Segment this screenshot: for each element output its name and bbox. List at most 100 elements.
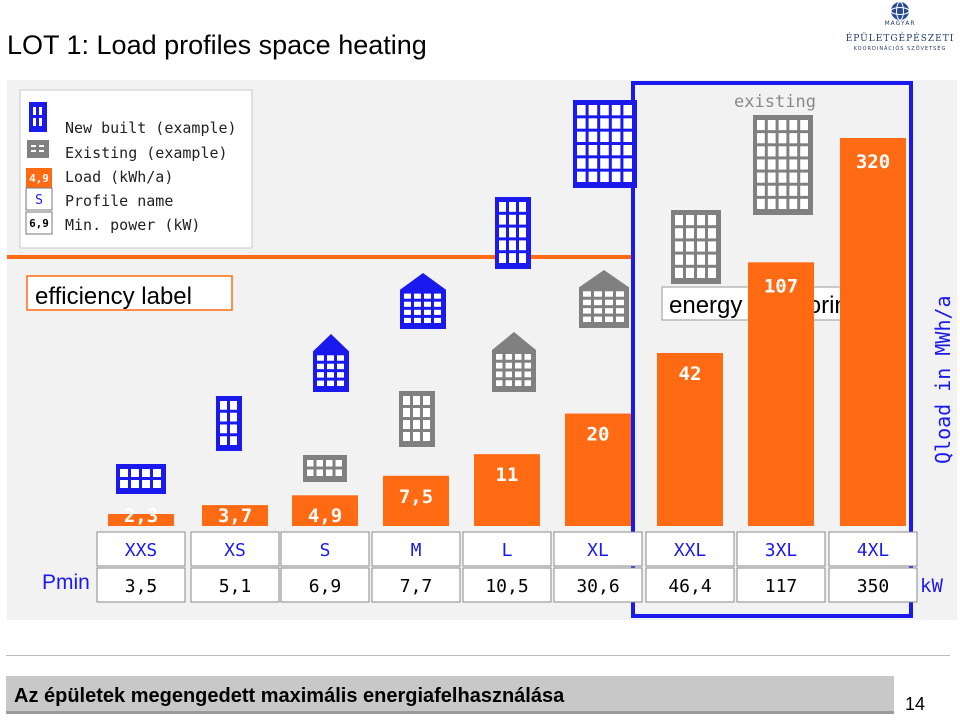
bar-xxs bbox=[108, 514, 174, 526]
page-divider bbox=[6, 655, 950, 656]
bar-l bbox=[474, 454, 540, 526]
bar-chart: 4,9 S 6,9 New built (example) Existing (… bbox=[7, 81, 955, 618]
profile-name: S bbox=[320, 540, 331, 561]
profile-name: M bbox=[411, 540, 422, 561]
chart-panel: 4,9 S 6,9 New built (example) Existing (… bbox=[7, 80, 957, 620]
page-title: LOT 1: Load profiles space heating bbox=[7, 30, 427, 60]
profile-name: XS bbox=[224, 540, 246, 561]
logo-sub-text: KOORDINÁCIÓS SZÖVETSÉG bbox=[853, 46, 947, 52]
building-icon bbox=[492, 332, 536, 392]
bar-value-label: 42 bbox=[679, 363, 702, 385]
pmin-label: Pmin bbox=[42, 571, 90, 594]
building-icon bbox=[303, 455, 347, 482]
profile-cell bbox=[736, 531, 826, 567]
pmin-cell bbox=[645, 567, 735, 603]
efficiency-label: efficiency label bbox=[35, 283, 192, 310]
pmin-value: 5,1 bbox=[219, 576, 252, 597]
pmin-cell bbox=[190, 567, 280, 603]
pmin-value: 30,6 bbox=[576, 576, 619, 597]
existing-label: existing bbox=[734, 92, 816, 112]
pmin-cell bbox=[280, 567, 370, 603]
legend-new-built-label: New built (example) bbox=[65, 119, 237, 137]
legend-new-built-icon bbox=[29, 102, 47, 132]
pmin-value: 3,5 bbox=[125, 576, 158, 597]
bar-value-label: 20 bbox=[587, 424, 610, 446]
bar-value-label: 11 bbox=[496, 464, 519, 486]
pmin-cell bbox=[96, 567, 186, 603]
profile-name: XXL bbox=[674, 540, 707, 561]
existing-building-icon bbox=[27, 140, 49, 158]
pmin-cell bbox=[736, 567, 826, 603]
profile-cell bbox=[96, 531, 186, 567]
footer-text: Az épületek megengedett maximális energi… bbox=[14, 685, 565, 707]
logo-main-text: ÉPÜLETGÉPÉSZETI bbox=[845, 34, 955, 44]
building-icon bbox=[753, 115, 813, 215]
pmin-value: 10,5 bbox=[485, 576, 528, 597]
logo-top-text: MAGYAR bbox=[884, 20, 916, 27]
pmin-cell bbox=[553, 567, 643, 603]
bar-xxl bbox=[657, 352, 723, 526]
bar-value-label: 4,9 bbox=[308, 505, 342, 527]
building-icon bbox=[399, 391, 435, 447]
profile-cell bbox=[645, 531, 735, 567]
building-icon bbox=[671, 210, 721, 284]
profile-cell bbox=[371, 531, 461, 567]
profile-cell bbox=[190, 531, 280, 567]
bars-group: 2,3 3,7 4,9 7,5 11 20 42 107 320 bbox=[108, 138, 906, 527]
pmin-value: 117 bbox=[765, 576, 798, 597]
logo: MAGYAR ÉPÜLETGÉPÉSZETI KOORDINÁCIÓS SZÖV… bbox=[845, 0, 955, 58]
page-number: 14 bbox=[905, 694, 926, 714]
new-building-icon bbox=[29, 102, 47, 132]
legend-existing-icon bbox=[27, 140, 49, 158]
kw-unit-label: kW bbox=[920, 575, 943, 597]
profile-name: XXS bbox=[125, 540, 158, 561]
legend-load-swatch bbox=[26, 168, 52, 188]
profile-cell bbox=[462, 531, 552, 567]
bar-value-label: 2,3 bbox=[124, 505, 158, 527]
pmin-cell bbox=[462, 567, 552, 603]
legend-power-swatch bbox=[25, 211, 53, 235]
profile-cell bbox=[828, 531, 918, 567]
bar-value-label: 320 bbox=[856, 151, 890, 173]
legend-profile-sample: S bbox=[35, 193, 43, 208]
profile-cell bbox=[280, 531, 370, 567]
profile-name: 3XL bbox=[765, 540, 798, 561]
pmin-cell bbox=[828, 567, 918, 603]
bar-value-label: 3,7 bbox=[218, 505, 252, 527]
building-icon bbox=[216, 396, 242, 451]
highlight-box bbox=[631, 81, 913, 618]
pmin-value: 7,7 bbox=[400, 576, 433, 597]
building-icon bbox=[313, 334, 349, 392]
bar-3xl bbox=[748, 262, 814, 526]
pmin-cell bbox=[371, 567, 461, 603]
globe-icon bbox=[890, 1, 910, 21]
pmin-value: 6,9 bbox=[309, 576, 342, 597]
efficiency-label-box bbox=[26, 275, 233, 311]
bar-4xl bbox=[840, 138, 906, 526]
bar-value-label: 107 bbox=[764, 275, 798, 297]
buildings-group bbox=[116, 100, 813, 494]
legend-profile-swatch bbox=[25, 187, 53, 211]
pmin-value: 46,4 bbox=[668, 576, 711, 597]
profile-name: XL bbox=[587, 540, 609, 561]
bar-value-label: 7,5 bbox=[399, 486, 433, 508]
pmin-value: 350 bbox=[857, 576, 890, 597]
building-icon bbox=[573, 100, 637, 188]
profile-cell bbox=[553, 531, 643, 567]
profile-row: XXS XS S M L XL XXL 3XL 4XL bbox=[96, 531, 918, 567]
pmin-row: 3,5 5,1 6,9 7,7 10,5 30,6 46,4 117 350 bbox=[96, 567, 918, 603]
legend-load-label: Load (kWh/a) bbox=[65, 168, 173, 186]
building-icon bbox=[116, 464, 166, 494]
legend-load-sample: 4,9 bbox=[29, 172, 49, 185]
building-icon bbox=[495, 197, 531, 269]
bar-xl bbox=[565, 413, 631, 526]
legend-profile-label: Profile name bbox=[65, 192, 173, 210]
footer-bar: Az épületek megengedett maximális energi… bbox=[6, 676, 894, 714]
y-axis-label: Qload in MWh/a bbox=[931, 295, 955, 464]
bar-s bbox=[292, 495, 358, 526]
profile-name: L bbox=[502, 540, 513, 561]
building-icon bbox=[579, 270, 629, 328]
legend-box bbox=[19, 89, 253, 249]
legend-power-label: Min. power (kW) bbox=[65, 216, 200, 234]
legend-power-sample: 6,9 bbox=[29, 217, 49, 230]
